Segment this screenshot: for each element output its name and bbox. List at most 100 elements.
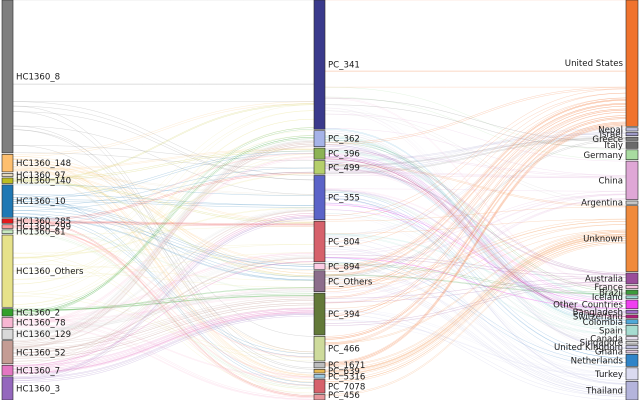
- node-label: Greece: [592, 135, 623, 145]
- node-label: PC_466: [328, 345, 360, 355]
- node-label: PC_5316: [328, 372, 365, 382]
- node-label: Canada: [590, 334, 623, 344]
- node-label: Thailand: [585, 387, 623, 397]
- sankey-node: [1, 340, 14, 365]
- node-label: PC_341: [328, 61, 360, 71]
- node-label: PC_499: [328, 163, 360, 173]
- flow-link: [324, 103, 627, 277]
- sankey-node: [1, 0, 14, 154]
- node-label: France: [594, 283, 623, 293]
- flow-link: [324, 157, 627, 317]
- node-label: PC_396: [328, 150, 360, 160]
- node-label: HC1360_148: [16, 159, 71, 169]
- sankey-node: [625, 141, 639, 149]
- node-label: United States: [565, 59, 624, 69]
- sankey-node: [1, 328, 14, 340]
- node-label: HC1360_7: [16, 366, 60, 376]
- node-label: PC_394: [328, 310, 360, 320]
- sankey-node: [1, 234, 14, 308]
- node-label: Colombia: [583, 318, 623, 328]
- sankey-node: [625, 299, 639, 310]
- node-label: Netherlands: [571, 356, 624, 366]
- node-label: PC_804: [328, 238, 360, 248]
- sankey-node: [625, 132, 639, 137]
- node-label: HC1360_78: [16, 319, 66, 329]
- node-label: Ghana: [595, 348, 623, 358]
- node-label: Other_Countries: [553, 300, 623, 310]
- sankey-node: [313, 394, 326, 400]
- node-label: PC_456: [328, 391, 360, 400]
- node-label: PC_355: [328, 194, 360, 204]
- sankey-node: [313, 270, 326, 293]
- sankey-node: [1, 317, 14, 328]
- node-label: PC_362: [328, 135, 360, 145]
- sankey-node: [1, 224, 14, 229]
- sankey-node: [313, 374, 326, 379]
- node-label: Israel: [600, 130, 624, 140]
- sankey-node: [313, 292, 326, 336]
- node-label: PC_Others: [328, 277, 373, 287]
- sankey-node: [625, 345, 639, 350]
- sankey-node: [313, 0, 326, 130]
- sankey-node: [1, 154, 14, 173]
- node-label: Brazil: [599, 288, 623, 298]
- node-label: HC1360_129: [16, 330, 71, 340]
- sankey-node: [625, 0, 639, 127]
- node-label: HC1360_140: [16, 177, 71, 187]
- node-label: Unknown: [583, 235, 623, 245]
- sankey-node: [625, 381, 639, 400]
- node-label: Spain: [599, 326, 623, 336]
- flow-link: [324, 70, 627, 88]
- node-label: United Kingdom: [554, 343, 623, 353]
- sankey-node: [313, 362, 326, 369]
- node-label: PC_894: [328, 262, 360, 272]
- node-label: HC1360_52: [16, 348, 66, 358]
- sankey-node: [625, 272, 639, 285]
- sankey-node: [1, 308, 14, 317]
- sankey-node: [625, 336, 639, 341]
- node-label: China: [598, 176, 623, 186]
- sankey-node: [625, 205, 639, 272]
- node-label: Bangladesh: [573, 308, 623, 318]
- node-label: PC_7078: [328, 382, 365, 392]
- sankey-node: [625, 309, 639, 314]
- node-label: Germany: [584, 151, 624, 161]
- sankey-node: [1, 229, 14, 234]
- node-label: HC1360_3: [16, 384, 60, 394]
- flow-link: [324, 156, 627, 313]
- sankey-node: [625, 200, 639, 205]
- flow-link: [12, 101, 315, 157]
- node-label: HC1360_285: [16, 217, 71, 227]
- node-label: PC_639: [328, 367, 360, 377]
- node-label: Australia: [585, 274, 623, 284]
- node-label: Singapore: [580, 339, 623, 349]
- sankey-node: [313, 379, 326, 394]
- sankey-node: [625, 149, 639, 161]
- flow-link: [324, 191, 627, 359]
- node-label: Nepal: [598, 125, 623, 135]
- sankey-node: [1, 184, 14, 218]
- node-label: HC1360_97: [16, 171, 66, 181]
- sankey-node: [625, 295, 639, 299]
- sankey-node: [625, 349, 639, 354]
- node-label: HC1360_81: [16, 228, 66, 238]
- sankey-node: [313, 336, 326, 362]
- sankey-node: [1, 173, 14, 177]
- sankey-node: [313, 130, 326, 147]
- node-label: HC1360_2: [16, 308, 60, 318]
- sankey-node: [625, 285, 639, 289]
- sankey-node: [625, 160, 639, 200]
- sankey-node: [1, 376, 14, 400]
- sankey-node: [313, 220, 326, 263]
- sankey-node: [625, 354, 639, 367]
- node-label: Italy: [604, 141, 623, 151]
- sankey-node: [313, 369, 326, 374]
- sankey-node: [625, 127, 639, 132]
- sankey-node: [1, 364, 14, 376]
- node-label: Argentina: [581, 199, 623, 209]
- sankey-node: [625, 314, 639, 319]
- sankey-node: [1, 177, 14, 184]
